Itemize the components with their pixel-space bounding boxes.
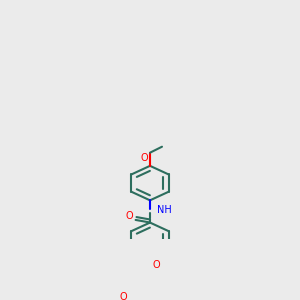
Text: O: O [119, 292, 127, 300]
Text: O: O [126, 211, 134, 221]
Text: O: O [152, 260, 160, 270]
Text: O: O [141, 153, 148, 163]
Text: NH: NH [157, 205, 171, 215]
